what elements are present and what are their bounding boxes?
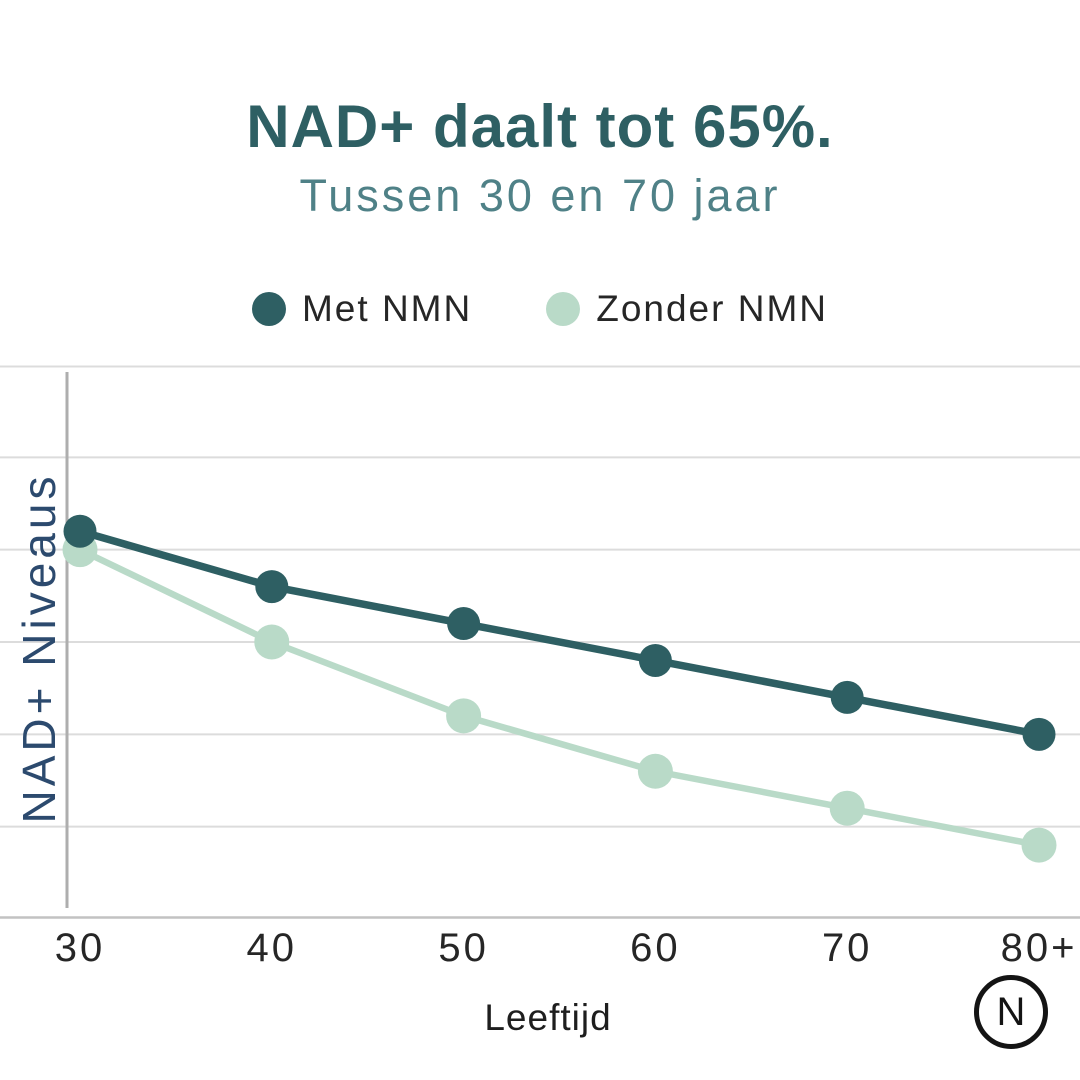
series-line-met-nmn (76, 527, 1043, 739)
x-axis-title: Leeftijd (484, 997, 612, 1038)
legend-dot-zonder-nmn-icon (546, 292, 581, 326)
data-point-met-nmn-40 (255, 570, 289, 604)
data-point-met-nmn-30 (63, 514, 97, 548)
legend-dot-met-nmn-icon (251, 292, 286, 326)
data-point-zonder-nmn-50 (446, 698, 482, 734)
data-point-met-nmn-70 (830, 680, 864, 714)
y-axis-title: NAD+ Niveaus (13, 472, 65, 824)
brand-logo-letter: N (996, 989, 1026, 1034)
data-point-met-nmn-80+ (1022, 717, 1056, 751)
data-point-zonder-nmn-70 (829, 790, 865, 826)
x-tick-label: 30 (54, 926, 106, 970)
legend-label-zonder-nmn: Zonder NMN (596, 288, 828, 329)
legend-item-met-nmn: Met NMN (251, 288, 473, 330)
data-point-met-nmn-60 (638, 643, 672, 677)
data-point-zonder-nmn-60 (637, 753, 673, 789)
data-point-zonder-nmn-80+ (1021, 827, 1057, 863)
brand-logo: N (974, 975, 1048, 1049)
legend-item-zonder-nmn: Zonder NMN (546, 288, 828, 330)
chart-legend: Met NMN Zonder NMN (0, 288, 1080, 330)
line-chart (0, 365, 1080, 919)
data-point-met-nmn-50 (447, 607, 481, 641)
x-tick-label: 70 (821, 926, 873, 970)
page-title: NAD+ daalt tot 65%. (246, 93, 834, 160)
legend-label-met-nmn: Met NMN (301, 288, 473, 329)
x-tick-label: 40 (246, 926, 298, 970)
data-point-zonder-nmn-40 (254, 624, 290, 660)
line-chart-region (0, 365, 1080, 919)
x-tick-label: 60 (630, 926, 681, 970)
series-line-zonder-nmn (76, 546, 1043, 849)
x-tick-label: 80+ (1000, 926, 1078, 970)
x-axis-ticks: 30 40 50 60 70 80+ (0, 926, 1080, 976)
x-tick-label: 50 (438, 926, 489, 970)
page-subtitle: Tussen 30 en 70 jaar (299, 170, 781, 221)
